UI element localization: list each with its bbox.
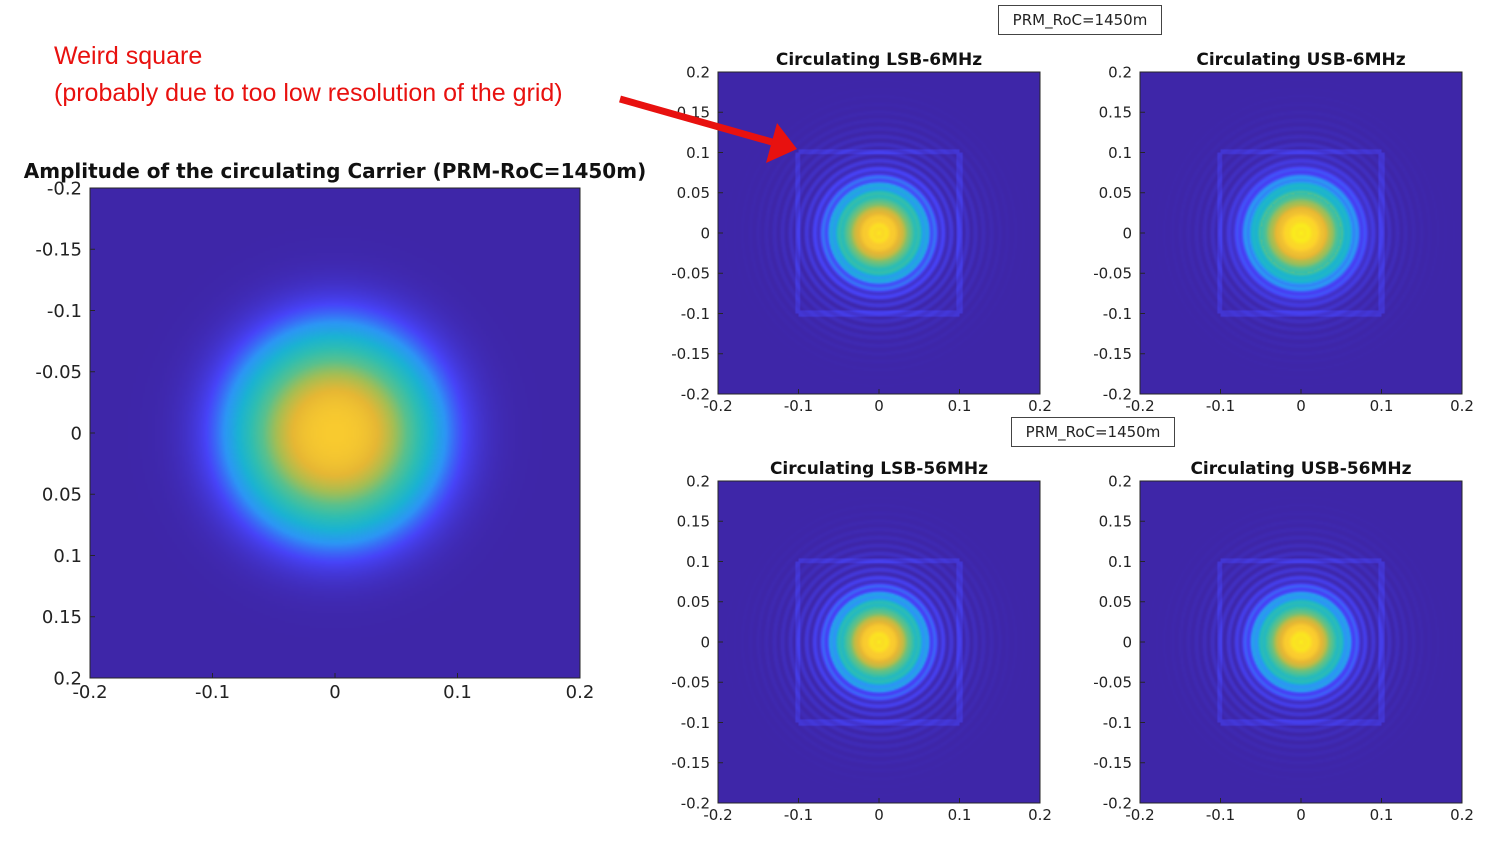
- x-tick-label: 0.1: [443, 682, 472, 703]
- y-tick-label: -0.2: [1103, 385, 1132, 403]
- y-tick-label: -0.05: [671, 674, 710, 692]
- x-tick-label: 0.2: [1028, 806, 1052, 824]
- x-tick-label: -0.1: [784, 397, 813, 415]
- y-tick-label: -0.2: [681, 385, 710, 403]
- x-tick-label: 0.1: [948, 806, 972, 824]
- x-tick-label: 0.2: [1450, 806, 1474, 824]
- y-tick-label: -0.15: [35, 240, 82, 261]
- plot-title: Amplitude of the circulating Carrier (PR…: [24, 159, 646, 183]
- annotation-arrow-shaft: [619, 95, 773, 146]
- x-tick-label: 0.2: [1450, 397, 1474, 415]
- y-tick-label: 0.1: [53, 546, 82, 567]
- y-tick-label: 0.2: [53, 668, 82, 689]
- y-tick-label: 0.05: [1099, 184, 1132, 202]
- y-tick-label: -0.1: [681, 714, 710, 732]
- x-tick-label: -0.1: [195, 682, 230, 703]
- plot-title: Circulating LSB-6MHz: [776, 50, 982, 70]
- x-tick-label: 0.1: [1370, 397, 1394, 415]
- y-tick-label: -0.1: [1103, 305, 1132, 323]
- y-tick-label: -0.15: [1093, 345, 1132, 363]
- y-tick-label: -0.05: [1093, 265, 1132, 283]
- y-tick-label: -0.2: [681, 794, 710, 812]
- annotation-arrow: [619, 95, 797, 163]
- y-tick-label: 0: [1122, 224, 1132, 242]
- x-tick-label: 0: [1296, 806, 1306, 824]
- annotation-arrowhead: [766, 123, 797, 163]
- x-tick-label: 0.1: [1370, 806, 1394, 824]
- x-tick-label: -0.2: [703, 397, 732, 415]
- x-tick-label: -0.2: [1125, 806, 1154, 824]
- y-tick-label: 0.05: [1099, 593, 1132, 611]
- y-tick-label: -0.1: [47, 301, 82, 322]
- y-tick-label: 0: [700, 224, 710, 242]
- plot-title: Circulating USB-6MHz: [1196, 50, 1405, 70]
- y-tick-label: -0.15: [1093, 754, 1132, 772]
- y-tick-label: 0: [1122, 633, 1132, 651]
- y-tick-label: 0.05: [677, 593, 710, 611]
- y-tick-label: 0.1: [686, 144, 710, 162]
- y-tick-label: 0.1: [686, 553, 710, 571]
- legend-tag-top: PRM_RoC=1450m: [998, 5, 1162, 35]
- x-tick-label: 0.2: [1028, 397, 1052, 415]
- plot-title: Circulating USB-56MHz: [1190, 459, 1411, 479]
- y-tick-label: 0.15: [1099, 513, 1132, 531]
- y-tick-label: 0.15: [1099, 104, 1132, 122]
- x-tick-label: -0.1: [784, 806, 813, 824]
- heatmap-plot-2: Circulating LSB-6MHz -0.2 -0.1 0 0.1 0.2 0.2 0.…: [671, 50, 1052, 415]
- heatmap-image: [718, 481, 1040, 803]
- x-tick-label: 0: [329, 682, 340, 703]
- x-tick-label: -0.1: [1206, 397, 1235, 415]
- y-tick-label: -0.05: [35, 362, 82, 383]
- x-tick-label: -0.2: [72, 682, 107, 703]
- x-tick-label: -0.2: [1125, 397, 1154, 415]
- x-tick-label: 0: [1296, 397, 1306, 415]
- x-tick-label: 0.1: [948, 397, 972, 415]
- x-tick-label: 0: [874, 397, 884, 415]
- y-tick-label: 0.2: [686, 472, 710, 490]
- y-tick-label: 0.05: [677, 184, 710, 202]
- y-tick-label: -0.05: [671, 265, 710, 283]
- y-tick-label: 0.1: [1108, 144, 1132, 162]
- y-tick-label: 0.2: [1108, 63, 1132, 81]
- x-tick-label: 0.2: [566, 682, 595, 703]
- y-tick-label: -0.2: [47, 178, 82, 199]
- annotation-line-2: (probably due to too low resolution of t…: [54, 79, 563, 107]
- x-tick-label: 0: [874, 806, 884, 824]
- plot-title: Circulating LSB-56MHz: [770, 459, 988, 479]
- x-tick-label: -0.2: [703, 806, 732, 824]
- y-tick-label: -0.1: [681, 305, 710, 323]
- heatmap-plot-5: Circulating USB-56MHz -0.2 -0.1 0 0.1 0.2 0.2 0…: [1093, 459, 1474, 824]
- y-tick-label: 0: [700, 633, 710, 651]
- x-tick-label: -0.1: [1206, 806, 1235, 824]
- y-tick-label: -0.15: [671, 345, 710, 363]
- heatmap-plot-4: Circulating LSB-56MHz -0.2 -0.1 0 0.1 0.2 0.2 0…: [671, 459, 1052, 824]
- y-tick-label: 0.1: [1108, 553, 1132, 571]
- plots-layer: Amplitude of the circulating Carrier (PR…: [24, 50, 1474, 824]
- y-tick-label: -0.15: [671, 754, 710, 772]
- y-tick-label: 0.05: [42, 485, 82, 506]
- y-tick-label: 0.15: [677, 513, 710, 531]
- y-tick-label: -0.1: [1103, 714, 1132, 732]
- legend-tag-middle: PRM_RoC=1450m: [1011, 417, 1175, 447]
- heatmap-image: [1140, 481, 1462, 803]
- heatmap-plot-1: Amplitude of the circulating Carrier (PR…: [24, 159, 646, 703]
- y-tick-label: -0.2: [1103, 794, 1132, 812]
- y-tick-label: 0.2: [1108, 472, 1132, 490]
- heatmap-image: [718, 72, 1040, 394]
- y-tick-label: 0: [71, 423, 82, 444]
- y-tick-label: -0.05: [1093, 674, 1132, 692]
- annotation-line-1: Weird square: [54, 42, 203, 70]
- y-tick-label: 0.2: [686, 63, 710, 81]
- heatmap-plot-3: Circulating USB-6MHz -0.2 -0.1 0 0.1 0.2 0.2 0.…: [1093, 50, 1474, 415]
- y-tick-label: 0.15: [42, 607, 82, 628]
- heatmap-image: [1140, 72, 1462, 394]
- heatmap-image: [90, 188, 580, 678]
